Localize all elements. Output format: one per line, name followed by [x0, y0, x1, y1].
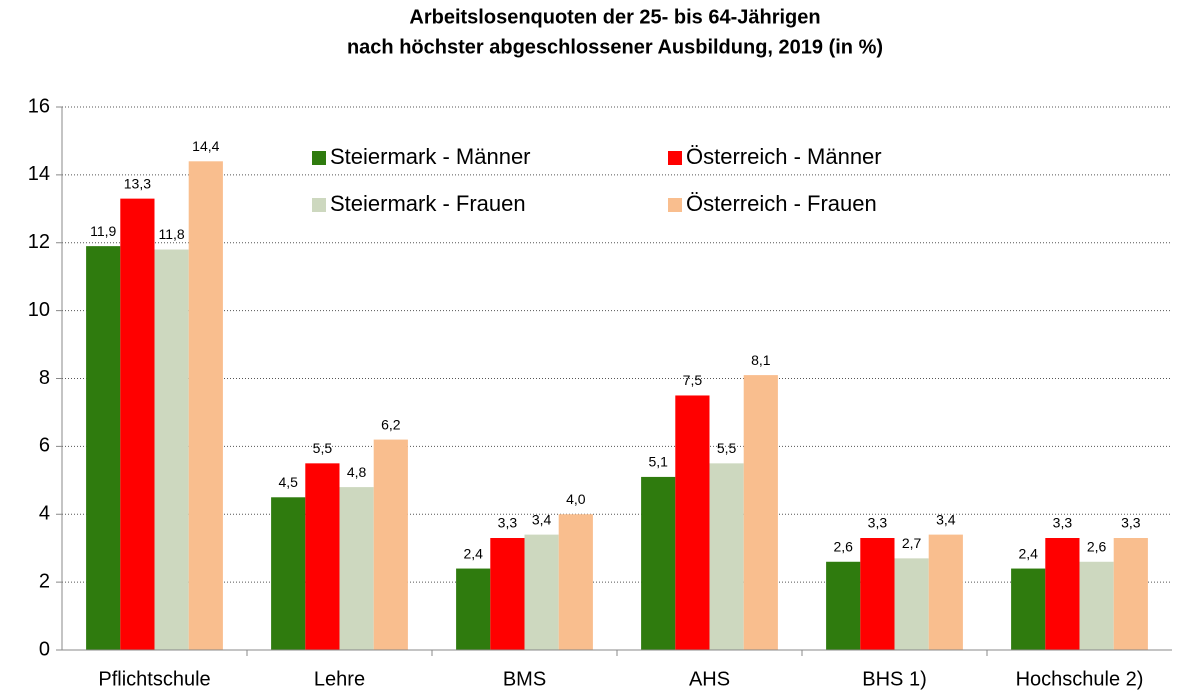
data-label: 4,8 — [347, 464, 367, 480]
y-tick-label: 10 — [28, 299, 50, 321]
bar — [456, 568, 491, 650]
legend-label: Österreich - Frauen — [686, 191, 877, 216]
y-tick-label: 12 — [28, 231, 50, 253]
bar — [1011, 568, 1046, 650]
bar — [709, 463, 744, 650]
data-label: 11,8 — [158, 226, 184, 242]
y-tick-label: 0 — [39, 638, 50, 660]
bar — [305, 463, 340, 650]
x-tick-label: BHS 1) — [862, 668, 926, 690]
y-tick-label: 6 — [39, 435, 50, 457]
data-label: 13,3 — [124, 175, 151, 191]
data-label: 7,5 — [683, 372, 703, 388]
data-label: 8,1 — [751, 352, 771, 368]
bar — [271, 497, 306, 650]
bar — [1113, 538, 1148, 650]
data-label: 3,3 — [868, 515, 888, 531]
x-tick-label: Pflichtschule — [98, 668, 210, 690]
bar — [1079, 561, 1114, 650]
data-label: 4,5 — [278, 474, 298, 490]
legend-label: Steiermark - Männer — [330, 144, 531, 169]
bar — [641, 476, 676, 650]
y-tick-label: 14 — [28, 163, 50, 185]
chart-subtitle: nach höchster abgeschlossener Ausbildung… — [347, 36, 883, 58]
x-tick-label: Hochschule 2) — [1016, 668, 1144, 690]
y-tick-label: 4 — [39, 503, 50, 525]
x-tick-label: Lehre — [314, 668, 365, 690]
data-label: 6,2 — [381, 416, 401, 432]
bar — [120, 198, 155, 650]
y-tick-label: 2 — [39, 570, 50, 592]
x-tick-label: BMS — [503, 668, 546, 690]
data-label: 2,6 — [1087, 538, 1107, 554]
chart-title: Arbeitslosenquoten der 25- bis 64-Jährig… — [409, 6, 820, 28]
data-label: 3,3 — [1053, 515, 1073, 531]
y-tick-label: 8 — [39, 367, 50, 389]
bar — [524, 534, 559, 650]
bar — [373, 439, 408, 650]
y-tick-label: 16 — [28, 95, 50, 117]
bar — [154, 249, 189, 650]
data-label: 3,4 — [532, 511, 552, 527]
x-tick-label: AHS — [689, 668, 730, 690]
data-label: 5,5 — [313, 440, 333, 456]
bar — [558, 514, 593, 650]
legend-swatch — [312, 198, 326, 212]
bar — [339, 487, 374, 650]
data-label: 5,5 — [717, 440, 737, 456]
bar — [743, 375, 778, 650]
data-label: 5,1 — [648, 454, 668, 470]
data-label: 3,3 — [1121, 515, 1141, 531]
bar — [928, 534, 963, 650]
bar — [860, 538, 895, 650]
data-label: 3,3 — [498, 515, 518, 531]
bar — [490, 538, 525, 650]
data-label: 2,4 — [463, 545, 483, 561]
data-label: 2,6 — [833, 538, 853, 554]
data-label: 2,4 — [1018, 545, 1038, 561]
data-label: 3,4 — [936, 511, 956, 527]
bar — [188, 161, 223, 651]
legend-swatch — [312, 151, 326, 165]
legend-swatch — [668, 198, 682, 212]
bar — [86, 246, 121, 651]
data-label: 4,0 — [566, 491, 586, 507]
data-label: 11,9 — [90, 223, 116, 239]
legend-swatch — [668, 151, 682, 165]
bar — [894, 558, 929, 650]
bar — [1045, 538, 1080, 650]
legend-label: Österreich - Männer — [686, 144, 882, 169]
bar — [826, 561, 861, 650]
bar — [675, 395, 710, 650]
data-label: 2,7 — [902, 535, 922, 551]
data-label: 14,4 — [192, 138, 219, 154]
legend-label: Steiermark - Frauen — [330, 191, 526, 216]
